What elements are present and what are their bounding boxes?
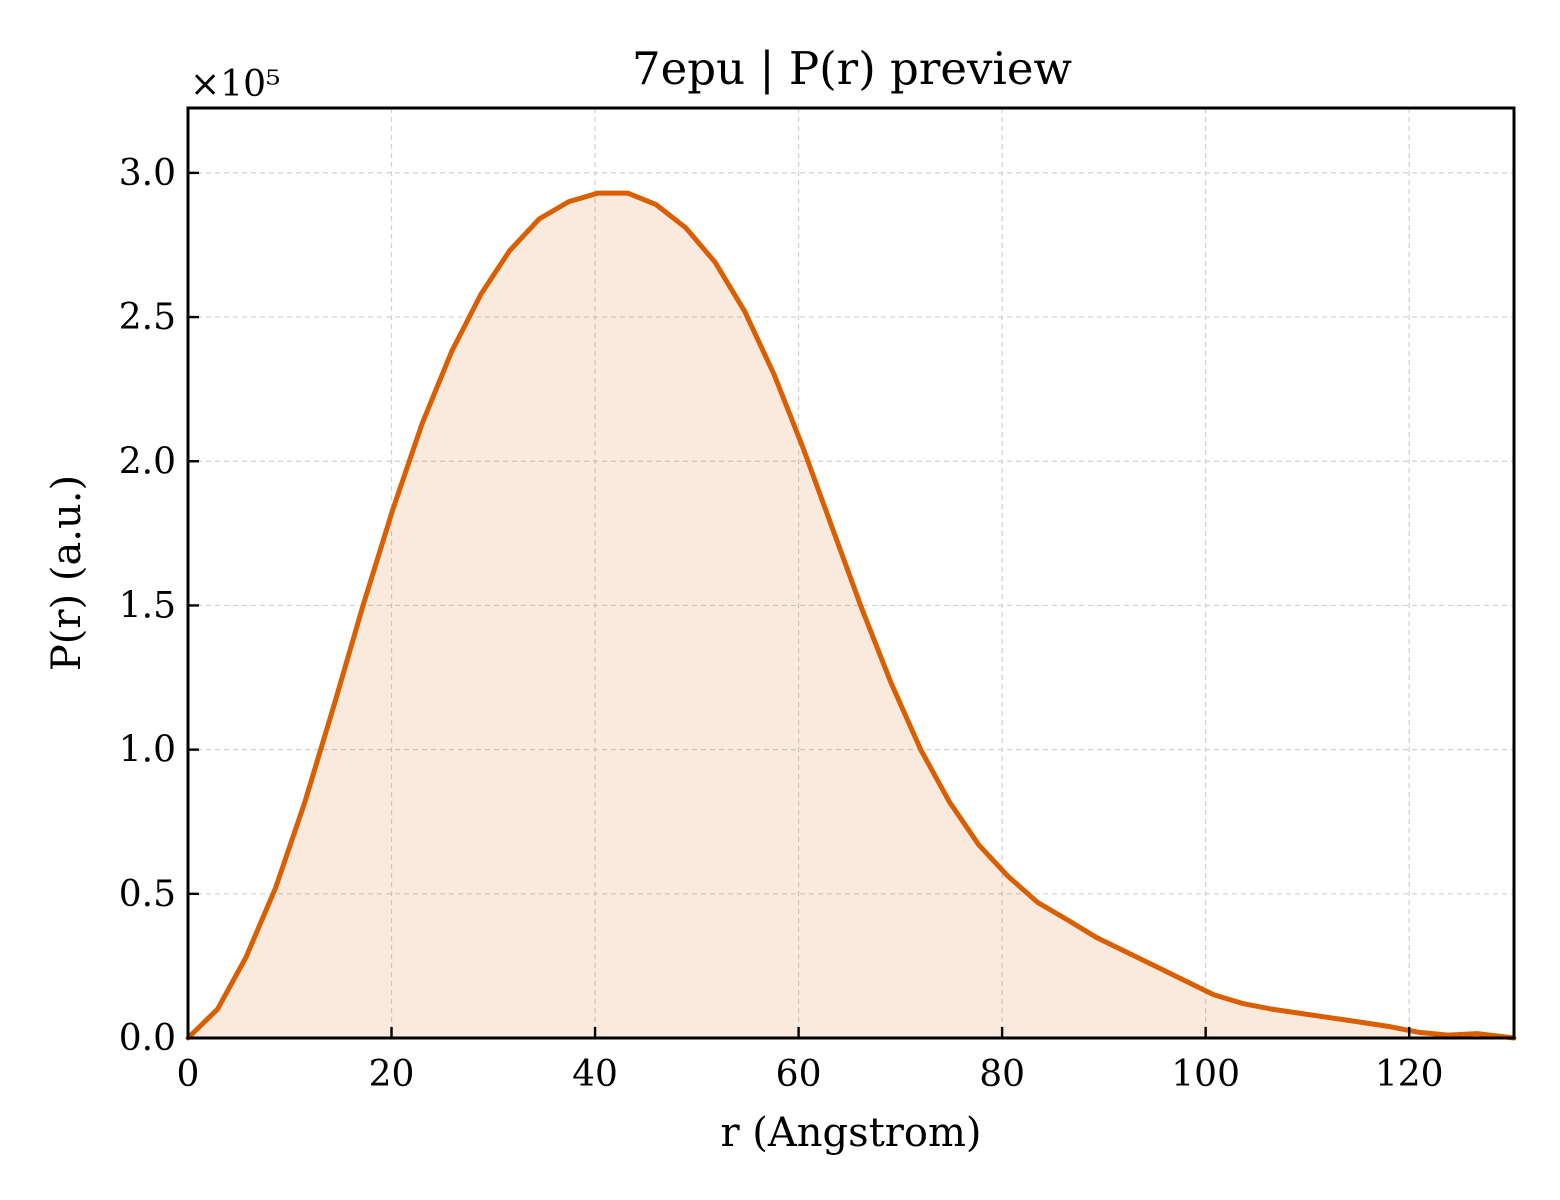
y-tick-label: 3.0 (119, 153, 176, 194)
x-tick-label: 60 (776, 1054, 822, 1095)
x-tick-label: 20 (369, 1054, 415, 1095)
x-tick-label: 100 (1171, 1054, 1240, 1095)
series-fill (188, 193, 1514, 1038)
axis-ticks: 0 20 40 60 80 100 120 0.0 0.5 1.0 1.5 2.0 2.5 3.0 (119, 153, 1444, 1095)
y-tick-label: 1.5 (119, 585, 176, 626)
y-tick-label: 0.5 (119, 874, 176, 915)
y-axis-label: P(r) (a.u.) (44, 475, 90, 671)
plot-area (185, 190, 1517, 1041)
x-tick-label: 120 (1375, 1054, 1444, 1095)
y-tick-label: 1.0 (119, 730, 176, 771)
y-tick-label: 0.0 (119, 1018, 176, 1059)
chart-title: 7epu | P(r) preview (632, 42, 1072, 95)
series-line (185, 190, 1517, 1041)
x-tick-label: 40 (572, 1054, 618, 1095)
y-tick-label: 2.0 (119, 441, 176, 482)
plot-frame (186, 106, 1516, 1040)
x-axis-label: r (Angstrom) (720, 1110, 981, 1156)
y-offset-label: ×10⁵ (190, 64, 280, 105)
y-tick-label: 2.5 (119, 297, 176, 338)
x-tick-label: 0 (177, 1054, 200, 1095)
x-tick-label: 80 (979, 1054, 1025, 1095)
